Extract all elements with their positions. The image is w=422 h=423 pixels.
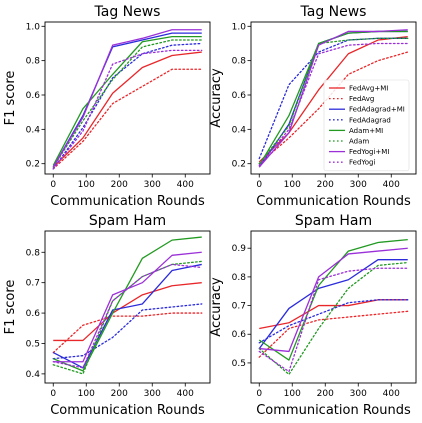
series-line-adam <box>52 39 203 168</box>
subplot-4: Spam Ham 0 100 200 300 400 0.5 0.6 0.7 0.8 0.9 Comm… <box>209 213 417 418</box>
x-tick-label: 300 <box>350 389 367 399</box>
series-line-fedavg-mi <box>52 51 202 168</box>
x-tick-label: 300 <box>144 180 161 190</box>
series-line-fedyogi <box>258 42 409 167</box>
series-line-fedadagrad <box>52 303 203 360</box>
series-line-fedadagrad <box>52 42 203 170</box>
y-axis-label: F1 score <box>3 280 18 335</box>
y-axis-label: Accuracy <box>209 277 224 337</box>
subplot-1: Tag News 0 100 200 300 400 0.2 0.4 0.6 0.8 1.0 Comm… <box>3 4 211 209</box>
legend-label: FedAvg+MI <box>349 85 388 93</box>
y-tick-label: 0.6 <box>232 330 247 340</box>
subplot-2: Tag News 0 100 200 300 400 0.2 0.4 0.6 0.8 1.0 Comm… <box>209 4 417 209</box>
y-axis-label: Accuracy <box>209 68 224 128</box>
legend-label: FedYogi <box>349 159 375 167</box>
series-line-fedyogi <box>258 267 409 373</box>
plot-frame <box>250 230 417 384</box>
y-tick-label: 0.9 <box>232 244 247 254</box>
y-tick-label: 0.4 <box>232 125 247 135</box>
legend: FedAvg+MI FedAvg FedAdagrad+MI FedAdagrad Ad… <box>323 79 410 172</box>
series-line-fedadagrad <box>258 37 409 160</box>
series-line-fedavg <box>52 312 203 354</box>
y-tick-label: 1.0 <box>26 22 41 32</box>
plot-frame <box>44 21 211 175</box>
y-axis-label: F1 score <box>3 71 18 126</box>
series-line-fedyogi-mi <box>259 247 408 353</box>
legend-label: FedAdagrad <box>349 116 391 124</box>
x-tick-label: 400 <box>383 389 400 399</box>
y-tick-label: 0.6 <box>26 91 41 101</box>
series-line-adam <box>258 261 409 376</box>
y-tick-label: 0.6 <box>232 91 247 101</box>
x-tick-label: 0 <box>256 180 262 190</box>
series-line-adam-mi <box>258 238 408 361</box>
series-line-fedyogi <box>52 49 203 170</box>
series-line-fedadagrad-mi <box>52 32 202 168</box>
y-tick-label: 0.8 <box>232 273 247 283</box>
y-tick-label: 0.8 <box>232 57 247 67</box>
x-tick-label: 100 <box>78 389 95 399</box>
x-tick-label: 200 <box>111 389 128 399</box>
series-line-fedadagrad-mi <box>52 263 202 369</box>
series-line-adam <box>52 260 203 375</box>
series-line-fedavg-mi <box>53 282 202 342</box>
y-tick-label: 0.2 <box>26 160 40 170</box>
y-tick-label: 0.7 <box>26 279 40 289</box>
legend-label: Adam+MI <box>349 127 383 135</box>
series-line-fedyogi-mi <box>53 251 202 363</box>
legend-label: FedYogi+MI <box>349 148 389 156</box>
series-line-fedavg <box>258 310 409 358</box>
x-tick-label: 400 <box>383 180 400 190</box>
series-line-fedyogi <box>52 263 203 369</box>
x-tick-label: 200 <box>111 180 128 190</box>
y-tick-label: 0.4 <box>26 125 41 135</box>
x-tick-label: 100 <box>284 389 301 399</box>
x-axis-label: Communication Rounds <box>256 403 411 418</box>
series-line-fedadagrad-mi <box>258 259 408 349</box>
series-line-adam-mi <box>52 35 202 166</box>
x-axis-label: Communication Rounds <box>50 194 205 209</box>
plot-frame <box>44 230 211 384</box>
plot-title: Tag News <box>94 4 161 20</box>
series-line-fedavg-mi <box>259 299 408 330</box>
plot-frame <box>250 21 417 175</box>
plot-title: Spam Ham <box>89 213 166 229</box>
legend-label: Adam <box>349 138 369 146</box>
series-line-adam-mi <box>53 236 202 372</box>
y-tick-label: 0.4 <box>26 370 41 380</box>
x-tick-label: 200 <box>317 389 334 399</box>
y-tick-label: 1.0 <box>232 22 247 32</box>
series-line-fedyogi-mi <box>258 29 408 168</box>
x-tick-label: 0 <box>50 180 56 190</box>
y-tick-label: 0.8 <box>26 57 41 67</box>
series-line-fedavg <box>52 68 203 170</box>
y-tick-label: 0.6 <box>26 309 41 319</box>
x-tick-label: 300 <box>350 180 367 190</box>
x-tick-label: 300 <box>144 389 161 399</box>
y-tick-label: 0.7 <box>232 302 246 312</box>
x-tick-label: 200 <box>317 180 334 190</box>
x-axis-label: Communication Rounds <box>50 403 205 418</box>
legend-box <box>323 79 410 172</box>
series-line-adam <box>258 37 409 165</box>
y-tick-label: 0.8 <box>26 248 41 258</box>
x-tick-label: 100 <box>78 180 95 190</box>
y-tick-label: 0.2 <box>232 160 246 170</box>
x-tick-label: 400 <box>177 180 194 190</box>
plot-title: Tag News <box>300 4 367 20</box>
x-tick-label: 400 <box>177 389 194 399</box>
x-tick-label: 0 <box>50 389 56 399</box>
series-line-fedadagrad <box>258 299 409 344</box>
subplot-3: Spam Ham 0 100 200 300 400 0.4 0.5 0.6 0.7 0.8 Comm… <box>3 213 211 418</box>
series-line-fedyogi-mi <box>52 29 202 168</box>
y-tick-label: 0.5 <box>26 339 40 349</box>
plot-title: Spam Ham <box>295 213 372 229</box>
x-tick-label: 100 <box>284 180 301 190</box>
y-tick-label: 0.5 <box>232 359 246 369</box>
legend-label: FedAdagrad+MI <box>349 106 405 114</box>
x-axis-label: Communication Rounds <box>256 194 411 209</box>
legend-label: FedAvg <box>349 95 374 103</box>
x-tick-label: 0 <box>256 389 262 399</box>
